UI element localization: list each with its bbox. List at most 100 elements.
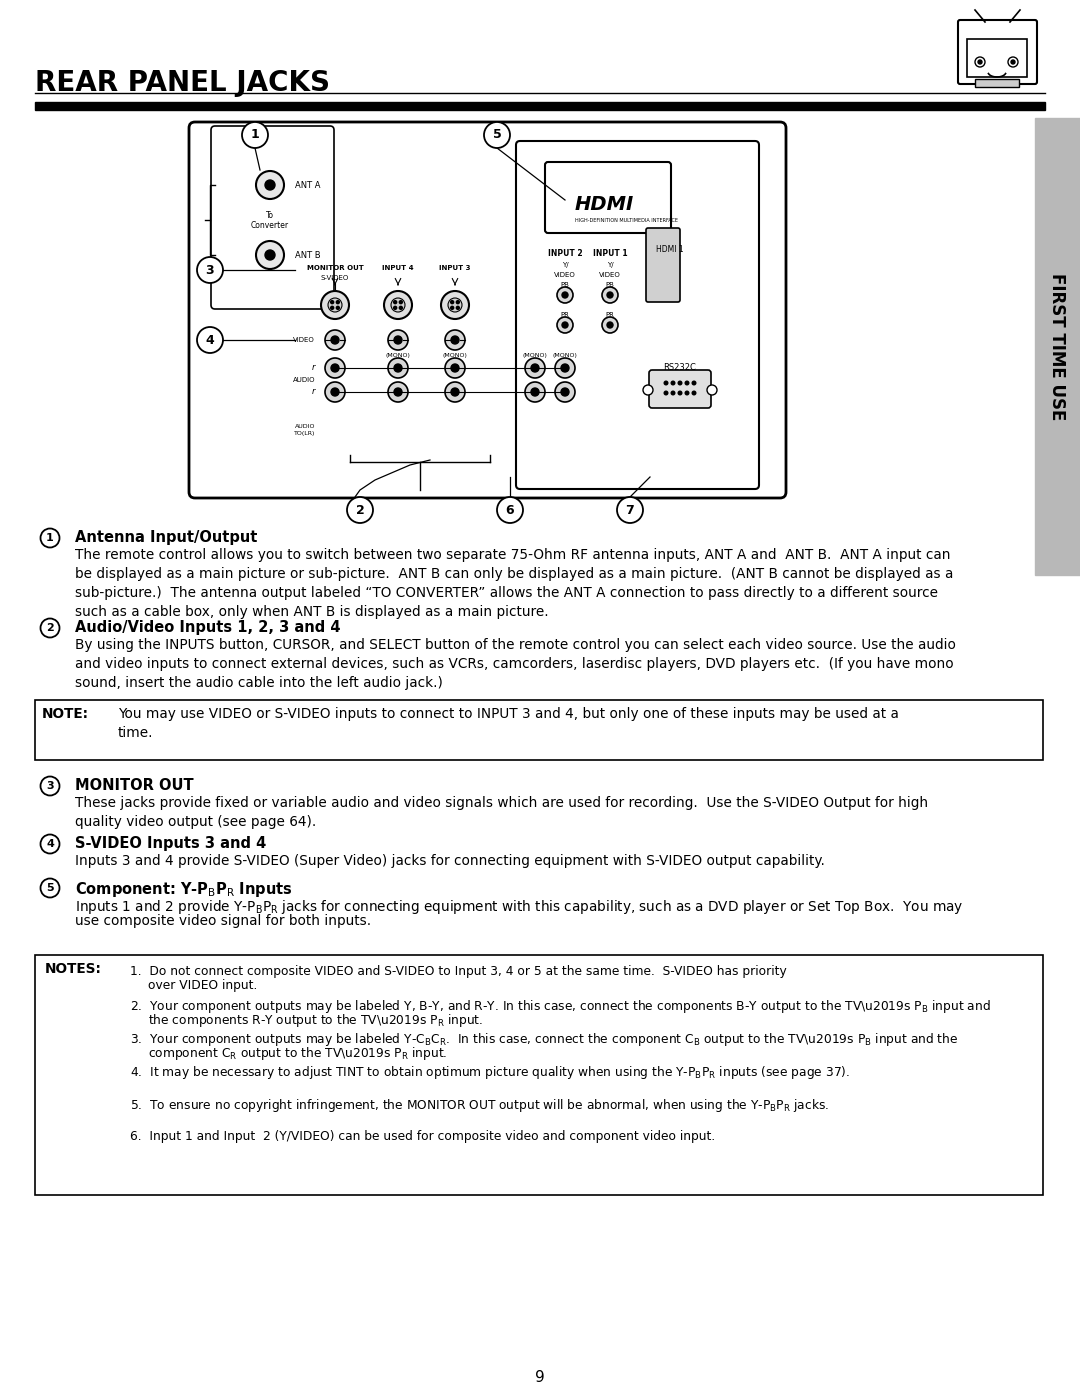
Text: INPUT 1: INPUT 1 [593,249,627,257]
Circle shape [671,391,675,395]
Circle shape [607,292,613,298]
Circle shape [1008,57,1018,67]
Circle shape [678,381,681,384]
Text: 3: 3 [205,264,214,277]
Circle shape [451,365,459,372]
Text: Component: Y-P$_\mathsf{B}$P$_\mathsf{R}$ Inputs: Component: Y-P$_\mathsf{B}$P$_\mathsf{R}… [75,880,293,900]
Text: over VIDEO input.: over VIDEO input. [148,979,257,992]
FancyBboxPatch shape [516,141,759,489]
Text: 1: 1 [251,129,259,141]
Circle shape [602,286,618,303]
Text: 7: 7 [625,503,634,517]
Circle shape [394,306,396,309]
Bar [35,102,1045,110]
Circle shape [394,388,402,395]
Text: AUDIO
TO(LR): AUDIO TO(LR) [294,425,315,436]
FancyBboxPatch shape [958,20,1037,84]
Circle shape [330,300,334,303]
Text: 3: 3 [46,781,54,791]
Circle shape [394,300,396,303]
Circle shape [685,391,689,395]
Circle shape [321,291,349,319]
Text: 6.  Input 1 and Input  2 (Y/VIDEO) can be used for composite video and component: 6. Input 1 and Input 2 (Y/VIDEO) can be … [130,1130,715,1143]
Circle shape [256,242,284,270]
Text: Y/: Y/ [562,263,568,268]
Text: ANT B: ANT B [295,250,321,260]
Bar [975,80,1020,87]
Text: NOTE:: NOTE: [42,707,89,721]
Circle shape [441,291,469,319]
Circle shape [607,321,613,328]
Circle shape [256,170,284,198]
Text: PR: PR [561,312,569,319]
Text: NOTES:: NOTES: [45,963,102,977]
Circle shape [692,391,696,395]
Text: The remote control allows you to switch between two separate 75-Ohm RF antenna i: The remote control allows you to switch … [75,548,954,619]
Text: (MONO): (MONO) [523,352,548,358]
Text: r: r [311,387,315,397]
Text: Antenna Input/Output: Antenna Input/Output [75,529,257,545]
Circle shape [330,337,339,344]
Text: 1: 1 [46,534,54,543]
Text: Audio/Video Inputs 1, 2, 3 and 4: Audio/Video Inputs 1, 2, 3 and 4 [75,620,340,636]
Circle shape [1011,60,1015,64]
Circle shape [330,388,339,395]
FancyBboxPatch shape [646,228,680,302]
Text: 5: 5 [492,129,501,141]
Circle shape [330,306,334,309]
Circle shape [678,391,681,395]
Circle shape [445,330,465,351]
Circle shape [685,381,689,384]
Circle shape [328,298,342,312]
Text: INPUT 3: INPUT 3 [440,265,471,271]
Text: (MONO): (MONO) [553,352,578,358]
Text: Y/: Y/ [607,263,613,268]
Text: VIDEO: VIDEO [599,272,621,278]
Text: To: To [266,211,274,219]
Text: (MONO): (MONO) [386,352,410,358]
Circle shape [41,619,59,637]
Text: 4: 4 [205,334,214,346]
Circle shape [617,497,643,522]
Circle shape [484,122,510,148]
Circle shape [197,327,222,353]
Text: 2: 2 [355,503,364,517]
Text: r: r [311,363,315,373]
Circle shape [555,358,575,379]
Circle shape [450,306,454,309]
FancyBboxPatch shape [189,122,786,497]
Text: 6: 6 [505,503,514,517]
Circle shape [347,497,373,522]
Circle shape [242,122,268,148]
Circle shape [451,388,459,395]
Text: (MONO): (MONO) [443,352,468,358]
Text: 1.  Do not connect composite VIDEO and S-VIDEO to Input 3, 4 or 5 at the same ti: 1. Do not connect composite VIDEO and S-… [130,965,786,978]
Text: 5: 5 [46,883,54,893]
Circle shape [497,497,523,522]
Text: INPUT 2: INPUT 2 [548,249,582,257]
Text: Inputs 1 and 2 provide Y-P$_\mathsf{B}$P$_\mathsf{R}$ jacks for connecting equip: Inputs 1 and 2 provide Y-P$_\mathsf{B}$P… [75,898,963,916]
Circle shape [197,257,222,284]
Text: 2: 2 [46,623,54,633]
Text: ANT A: ANT A [295,180,321,190]
Text: 5.  To ensure no copyright infringement, the MONITOR OUT output will be abnormal: 5. To ensure no copyright infringement, … [130,1097,829,1113]
Text: S-VIDEO Inputs 3 and 4: S-VIDEO Inputs 3 and 4 [75,835,267,851]
Circle shape [445,381,465,402]
Circle shape [400,300,403,303]
FancyBboxPatch shape [211,126,334,309]
Circle shape [602,317,618,332]
Text: Inputs 3 and 4 provide S-VIDEO (Super Video) jacks for connecting equipment with: Inputs 3 and 4 provide S-VIDEO (Super Vi… [75,854,825,868]
Circle shape [400,306,403,309]
Circle shape [562,292,568,298]
Circle shape [265,180,275,190]
Text: FIRST TIME USE: FIRST TIME USE [1049,272,1067,420]
Circle shape [325,330,345,351]
Text: PB: PB [606,282,615,288]
Text: HIGH-DEFINITION MULTIMEDIA INTERFACE: HIGH-DEFINITION MULTIMEDIA INTERFACE [575,218,678,222]
Text: REAR PANEL JACKS: REAR PANEL JACKS [35,68,330,96]
Circle shape [561,365,569,372]
Text: 4: 4 [46,840,54,849]
Circle shape [664,391,667,395]
Circle shape [384,291,411,319]
Text: VIDEO: VIDEO [554,272,576,278]
